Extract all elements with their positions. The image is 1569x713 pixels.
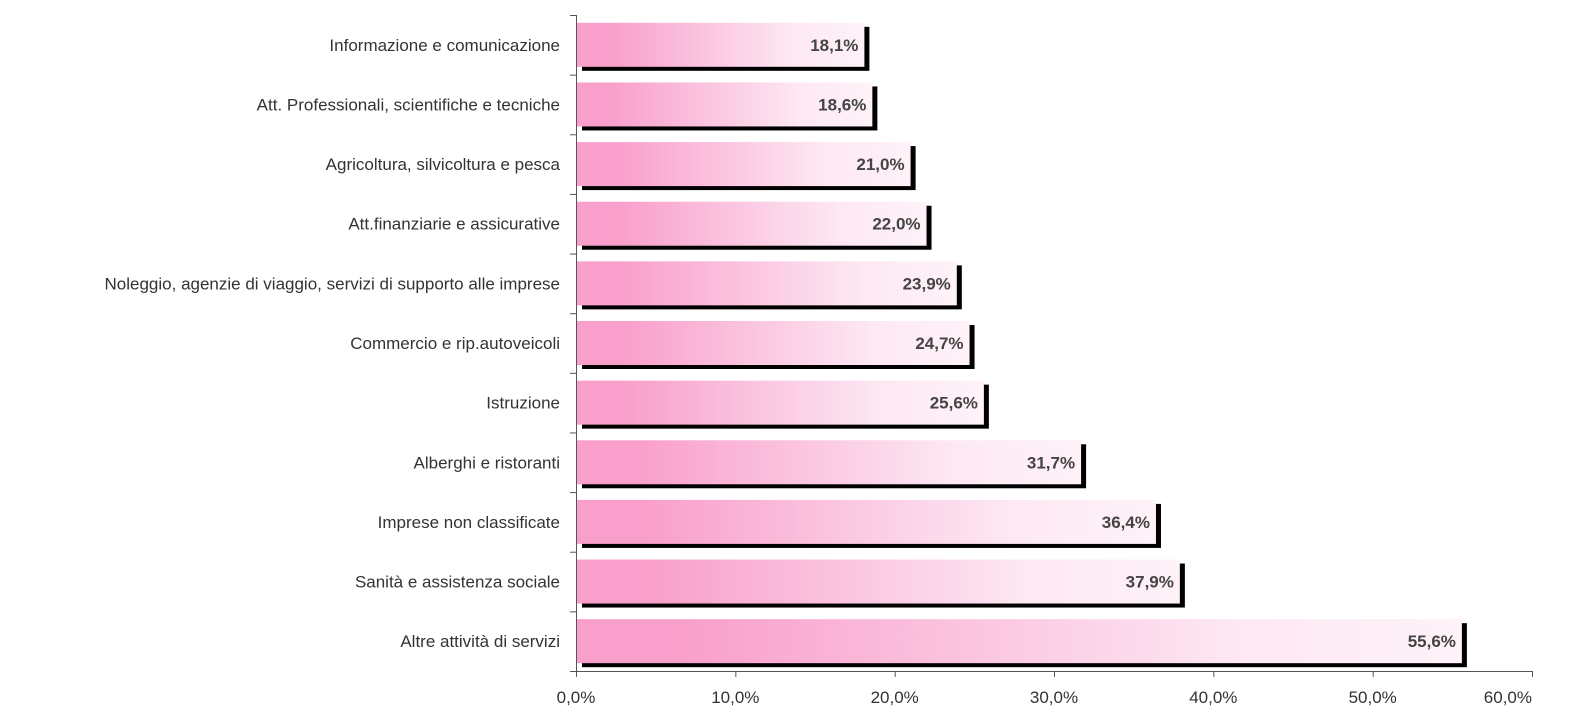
data-label: 55,6%: [1408, 632, 1456, 651]
x-axis-ticks: 0,0% 10,0% 20,0% 30,0% 40,0% 50,0% 60,0%: [557, 671, 1533, 707]
data-label: 36,4%: [1102, 513, 1150, 532]
category-label: Imprese non classificate: [378, 513, 560, 532]
bar: [577, 22, 865, 67]
bar: [577, 499, 1156, 544]
bar: [577, 142, 911, 187]
bar: [577, 261, 957, 306]
bar: [577, 82, 873, 127]
category-label: Att.finanziarie e assicurative: [348, 215, 560, 234]
x-tick-label: 30,0%: [1030, 688, 1078, 707]
data-label: 18,1%: [810, 36, 858, 55]
x-tick-label: 60,0%: [1484, 688, 1532, 707]
category-label: Alberghi e ristoranti: [414, 453, 560, 472]
category-label: Att. Professionali, scientifiche e tecni…: [257, 95, 560, 114]
category-label: Istruzione: [486, 394, 560, 413]
data-label: 25,6%: [930, 394, 978, 413]
category-label: Informazione e comunicazione: [329, 36, 560, 55]
category-label: Noleggio, agenzie di viaggio, servizi di…: [105, 274, 560, 293]
x-tick-label: 40,0%: [1189, 688, 1237, 707]
data-label: 31,7%: [1027, 453, 1075, 472]
data-labels: 18,1% 18,6% 21,0% 22,0% 23,9% 24,7% 25,6% 31,7%…: [810, 36, 1456, 651]
bars: [577, 22, 1462, 664]
category-label: Sanità e assistenza sociale: [355, 573, 560, 592]
bar: [577, 380, 984, 425]
category-labels: Informazione e comunicazione Att. Profess…: [105, 36, 561, 651]
data-label: 37,9%: [1126, 573, 1174, 592]
data-label: 22,0%: [872, 215, 920, 234]
data-label: 24,7%: [915, 334, 963, 353]
data-label: 21,0%: [856, 155, 904, 174]
bar: [577, 440, 1082, 485]
x-tick-label: 50,0%: [1349, 688, 1397, 707]
bar: [577, 321, 970, 365]
category-label: Altre attività di servizi: [400, 632, 560, 651]
category-label: Agricoltura, silvicoltura e pesca: [326, 155, 561, 174]
bar: [577, 559, 1180, 604]
x-tick-label: 10,0%: [711, 688, 759, 707]
x-tick-label: 20,0%: [871, 688, 919, 707]
data-label: 23,9%: [903, 274, 951, 293]
x-tick-label: 0,0%: [557, 688, 596, 707]
bar: [577, 619, 1462, 664]
category-label: Commercio e rip.autoveicoli: [350, 334, 560, 353]
data-label: 18,6%: [818, 95, 866, 114]
bar: [577, 201, 927, 246]
